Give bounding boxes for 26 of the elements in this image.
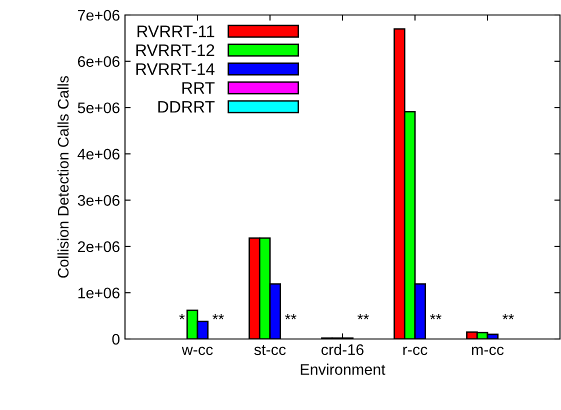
legend-label: DDRRT — [158, 101, 215, 113]
annotation: ** — [430, 314, 442, 320]
y-tick-label: 7e+06 — [78, 10, 120, 21]
y-axis-title: Collision Detection Calls Calls — [57, 76, 69, 278]
legend-label: RVRRT-14 — [136, 63, 215, 75]
legend-label: RVRRT-12 — [136, 44, 214, 56]
y-tick-label: 4e+06 — [78, 148, 120, 160]
y-tick-label: 2e+06 — [78, 241, 120, 252]
x-tick-label: m-cc — [472, 346, 504, 356]
y-tick-label: 1e+06 — [78, 288, 120, 298]
x-tick-label: r-cc — [403, 346, 428, 356]
x-tick-label: st-cc — [254, 345, 286, 356]
y-tick-label: 3e+06 — [78, 195, 120, 206]
annotation: ** — [502, 314, 514, 320]
x-axis-title: Environment — [300, 364, 386, 375]
annotation: ** — [358, 314, 369, 320]
y-tick-label: 5e+06 — [78, 102, 120, 114]
annotation: ** — [285, 314, 296, 320]
annotation: ** — [212, 314, 224, 320]
x-tick-label: crd-16 — [322, 344, 364, 356]
legend-label: RVRRT-11 — [138, 26, 214, 38]
legend-label: RRT — [182, 82, 215, 94]
y-tick-label: 0 — [112, 334, 120, 345]
y-tick-label: 6e+06 — [78, 56, 120, 67]
annotation: * — [179, 314, 185, 320]
x-tick-label: w-cc — [182, 346, 213, 356]
